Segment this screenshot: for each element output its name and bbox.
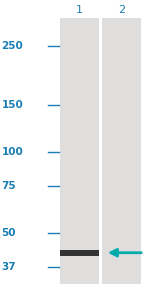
Text: 2: 2 xyxy=(118,5,125,15)
Text: 1: 1 xyxy=(76,5,83,15)
Bar xyxy=(60,250,99,256)
Bar xyxy=(60,18,99,284)
Text: 37: 37 xyxy=(2,263,16,272)
Text: 50: 50 xyxy=(2,228,16,238)
Text: 100: 100 xyxy=(2,147,23,157)
Text: 150: 150 xyxy=(2,100,23,110)
Text: 75: 75 xyxy=(2,180,16,190)
Bar xyxy=(102,18,141,284)
Text: 250: 250 xyxy=(2,41,23,51)
